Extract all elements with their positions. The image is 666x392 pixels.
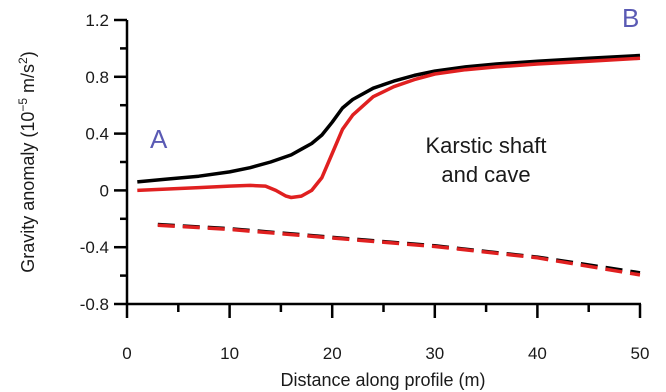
tick-labels: -0.8 -0.4 0 0.4 0.8 1.2 0 10 20 30 40 50 [80,11,650,363]
y-axis-label-main: Gravity anomaly (10 [18,112,38,273]
series-line-4-dashed [157,223,641,277]
series-line-1-solid [137,53,641,184]
y-tick-label: 1.2 [85,11,109,30]
y-tick-label: -0.4 [80,238,109,257]
y-tick-label: 0.4 [85,125,109,144]
y-tick-label: 0.8 [85,68,109,87]
x-axis-label: Distance along profile (m) [280,370,485,390]
y-axis-label: Gravity anomaly (10−5 m/s2) [16,51,38,272]
x-tick-label: 10 [220,344,239,363]
y-axis-label-close: ) [18,51,38,57]
x-tick-label: 30 [425,344,444,363]
y-tick-label: 0 [100,181,109,200]
series-line-2-solid [137,56,641,200]
x-tick-label: 40 [528,344,547,363]
y-tick-label: -0.8 [80,295,109,314]
x-tick-label: 50 [631,344,650,363]
annotation-line-2: and cave [441,162,530,187]
y-axis-label-unit: m/s [18,64,38,98]
point-label-a: A [150,124,168,154]
series-lines [137,53,641,277]
point-label-b: B [622,3,639,33]
y-axis-label-exponent-2: 2 [16,57,30,64]
series-line-3-dashed [157,222,641,275]
axes [114,18,642,318]
y-axis-label-exponent-1: −5 [16,98,30,112]
x-tick-label: 0 [122,344,131,363]
x-tick-label: 20 [323,344,342,363]
annotation-line-1: Karstic shaft [425,133,546,158]
